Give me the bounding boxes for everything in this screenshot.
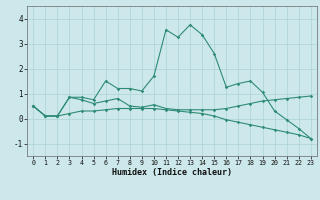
- X-axis label: Humidex (Indice chaleur): Humidex (Indice chaleur): [112, 168, 232, 177]
